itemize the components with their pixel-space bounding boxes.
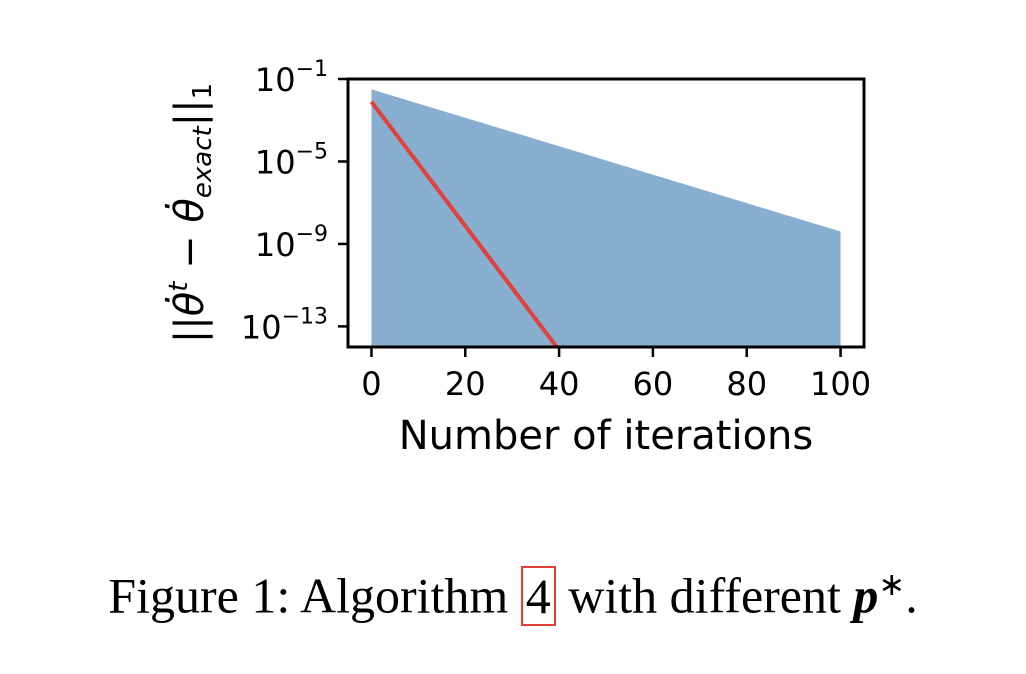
y-tick-label: 10−13 xyxy=(241,304,328,346)
x-tick-label: 100 xyxy=(810,365,871,403)
caption-suffix: . xyxy=(905,567,918,624)
y-tick-label: 10−9 xyxy=(255,222,328,264)
plot-frame xyxy=(346,77,866,349)
x-tick-label: 60 xyxy=(633,365,674,403)
caption-middle: with different xyxy=(555,567,854,624)
caption-symbol: p xyxy=(853,567,879,624)
chart: 0 20 40 60 80 100 10−1 10−5 10−9 10−13 Number of… xyxy=(164,57,871,459)
x-axis-label: Number of iterations xyxy=(399,413,814,459)
x-axis: 0 20 40 60 80 100 xyxy=(361,347,871,403)
x-tick-label: 0 xyxy=(361,365,381,403)
figure-caption: Figure 1: Algorithm 4 with different p∗. xyxy=(0,565,1026,626)
algorithm-reference-link[interactable]: 4 xyxy=(520,565,556,626)
y-tick-label: 10−1 xyxy=(255,57,328,99)
x-tick-label: 80 xyxy=(726,365,767,403)
error-band-area xyxy=(371,89,841,347)
x-tick-label: 40 xyxy=(539,365,580,403)
svg-text:||θ̇t − θ̇exact||1: ||θ̇t − θ̇exact||1 xyxy=(164,83,218,343)
y-tick-label: 10−5 xyxy=(255,139,328,181)
caption-symbol-superscript: ∗ xyxy=(878,566,906,602)
y-axis: 10−1 10−5 10−9 10−13 xyxy=(241,57,348,346)
series-line xyxy=(369,100,559,347)
plot-area xyxy=(369,89,841,347)
caption-prefix: Figure 1: Algorithm xyxy=(108,567,521,624)
x-tick-label: 20 xyxy=(445,365,486,403)
y-axis-label: ||θ̇t − θ̇exact||1 xyxy=(164,83,218,343)
